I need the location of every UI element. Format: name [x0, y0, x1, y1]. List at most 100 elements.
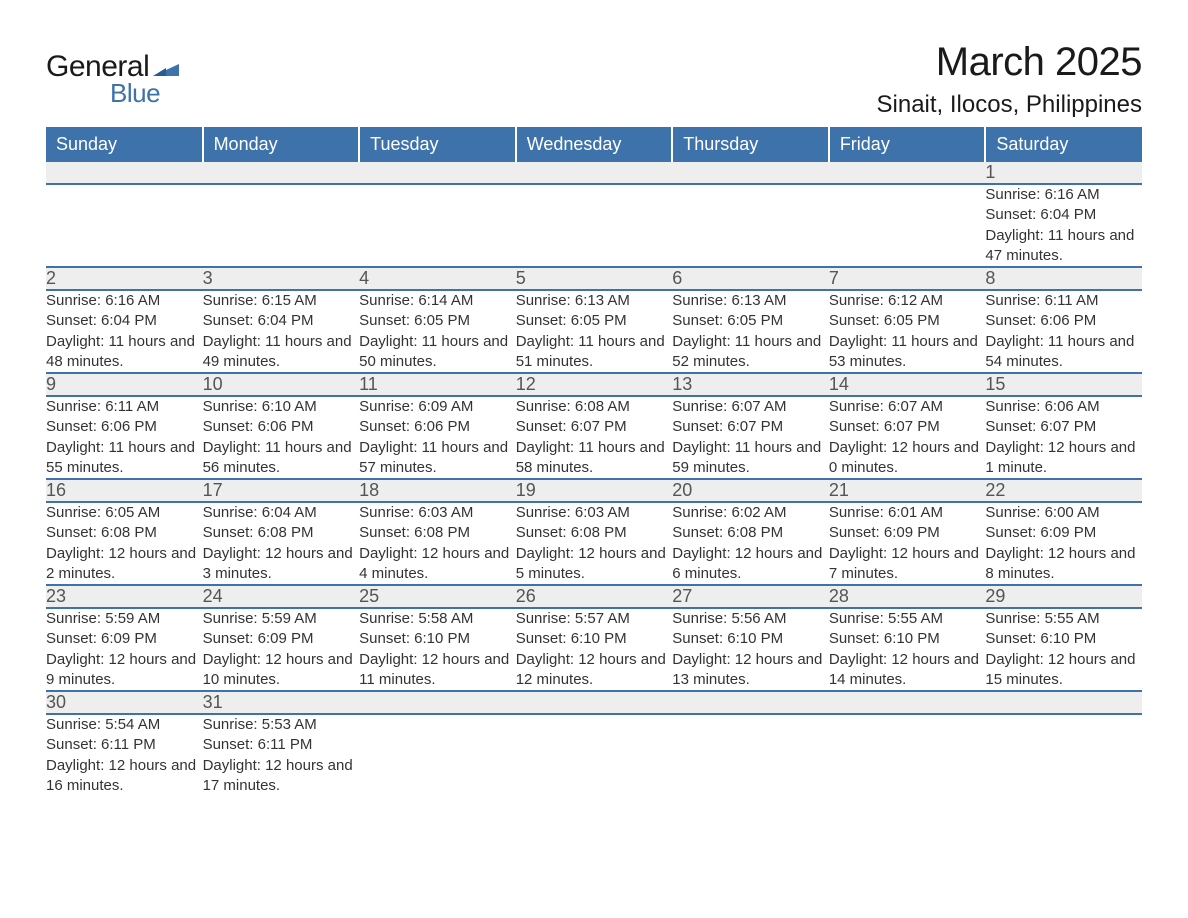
sunset-text: Sunset: 6:09 PM: [203, 629, 360, 649]
day-number-cell: [672, 162, 829, 184]
day-detail-cell: [829, 184, 986, 267]
sunset-text: Sunset: 6:04 PM: [46, 311, 203, 331]
sunrise-text: Sunrise: 5:56 AM: [672, 609, 829, 629]
day-detail-cell: Sunrise: 5:58 AMSunset: 6:10 PMDaylight:…: [359, 608, 516, 691]
daylight-text: Daylight: 12 hours and 3 minutes.: [203, 544, 360, 585]
sunrise-text: Sunrise: 6:04 AM: [203, 503, 360, 523]
sunset-text: Sunset: 6:05 PM: [672, 311, 829, 331]
day-detail-cell: Sunrise: 5:56 AMSunset: 6:10 PMDaylight:…: [672, 608, 829, 691]
sunset-text: Sunset: 6:10 PM: [359, 629, 516, 649]
day-detail-cell: Sunrise: 6:03 AMSunset: 6:08 PMDaylight:…: [516, 502, 673, 585]
daylight-text: Daylight: 11 hours and 53 minutes.: [829, 332, 986, 373]
sunrise-text: Sunrise: 6:11 AM: [46, 397, 203, 417]
daylight-text: Daylight: 12 hours and 16 minutes.: [46, 756, 203, 797]
sunrise-text: Sunrise: 6:15 AM: [203, 291, 360, 311]
sunrise-text: Sunrise: 5:54 AM: [46, 715, 203, 735]
day-detail-cell: Sunrise: 6:09 AMSunset: 6:06 PMDaylight:…: [359, 396, 516, 479]
daylight-text: Daylight: 12 hours and 7 minutes.: [829, 544, 986, 585]
day-detail-cell: Sunrise: 6:15 AMSunset: 6:04 PMDaylight:…: [203, 290, 360, 373]
day-detail-cell: Sunrise: 6:10 AMSunset: 6:06 PMDaylight:…: [203, 396, 360, 479]
sunrise-text: Sunrise: 6:07 AM: [829, 397, 986, 417]
day-number-cell: 4: [359, 267, 516, 290]
sunrise-text: Sunrise: 5:59 AM: [203, 609, 360, 629]
sunset-text: Sunset: 6:08 PM: [359, 523, 516, 543]
day-detail-cell: [516, 714, 673, 796]
day-number-cell: 31: [203, 691, 360, 714]
sunset-text: Sunset: 6:08 PM: [672, 523, 829, 543]
day-detail-cell: Sunrise: 6:12 AMSunset: 6:05 PMDaylight:…: [829, 290, 986, 373]
sunrise-text: Sunrise: 6:12 AM: [829, 291, 986, 311]
daylight-text: Daylight: 11 hours and 50 minutes.: [359, 332, 516, 373]
sunset-text: Sunset: 6:06 PM: [46, 417, 203, 437]
sunset-text: Sunset: 6:07 PM: [516, 417, 673, 437]
daylight-text: Daylight: 12 hours and 6 minutes.: [672, 544, 829, 585]
sunrise-text: Sunrise: 6:07 AM: [672, 397, 829, 417]
sunset-text: Sunset: 6:10 PM: [516, 629, 673, 649]
daylight-text: Daylight: 12 hours and 4 minutes.: [359, 544, 516, 585]
day-number-cell: 1: [985, 162, 1142, 184]
daylight-text: Daylight: 12 hours and 1 minute.: [985, 438, 1142, 479]
sunset-text: Sunset: 6:10 PM: [829, 629, 986, 649]
weekday-header: Thursday: [672, 127, 829, 162]
day-detail-cell: [46, 184, 203, 267]
sunset-text: Sunset: 6:08 PM: [203, 523, 360, 543]
day-detail-cell: [359, 714, 516, 796]
daylight-text: Daylight: 11 hours and 58 minutes.: [516, 438, 673, 479]
sunrise-text: Sunrise: 5:57 AM: [516, 609, 673, 629]
daylight-text: Daylight: 12 hours and 0 minutes.: [829, 438, 986, 479]
sunset-text: Sunset: 6:09 PM: [985, 523, 1142, 543]
day-detail-cell: Sunrise: 5:59 AMSunset: 6:09 PMDaylight:…: [46, 608, 203, 691]
day-detail-cell: Sunrise: 6:03 AMSunset: 6:08 PMDaylight:…: [359, 502, 516, 585]
day-detail-cell: [359, 184, 516, 267]
weekday-header: Monday: [203, 127, 360, 162]
daylight-text: Daylight: 11 hours and 54 minutes.: [985, 332, 1142, 373]
sunrise-text: Sunrise: 6:06 AM: [985, 397, 1142, 417]
brand-name-2: Blue: [110, 78, 179, 109]
sunset-text: Sunset: 6:07 PM: [985, 417, 1142, 437]
day-number-cell: 23: [46, 585, 203, 608]
day-detail-cell: Sunrise: 6:11 AMSunset: 6:06 PMDaylight:…: [46, 396, 203, 479]
sunrise-text: Sunrise: 6:02 AM: [672, 503, 829, 523]
day-number-cell: 3: [203, 267, 360, 290]
sunset-text: Sunset: 6:06 PM: [203, 417, 360, 437]
day-number-cell: 14: [829, 373, 986, 396]
daylight-text: Daylight: 12 hours and 14 minutes.: [829, 650, 986, 691]
day-number-cell: 6: [672, 267, 829, 290]
sunrise-text: Sunrise: 6:00 AM: [985, 503, 1142, 523]
calendar-table: SundayMondayTuesdayWednesdayThursdayFrid…: [46, 127, 1142, 796]
sunrise-text: Sunrise: 6:03 AM: [516, 503, 673, 523]
daylight-text: Daylight: 11 hours and 52 minutes.: [672, 332, 829, 373]
brand-logo: General Blue: [46, 40, 179, 109]
sunset-text: Sunset: 6:09 PM: [829, 523, 986, 543]
day-number-cell: 11: [359, 373, 516, 396]
daylight-text: Daylight: 11 hours and 47 minutes.: [985, 226, 1142, 267]
day-number-cell: 7: [829, 267, 986, 290]
day-number-cell: 8: [985, 267, 1142, 290]
day-number-cell: 5: [516, 267, 673, 290]
sunrise-text: Sunrise: 6:05 AM: [46, 503, 203, 523]
day-number-cell: [672, 691, 829, 714]
sunrise-text: Sunrise: 5:55 AM: [985, 609, 1142, 629]
day-detail-cell: Sunrise: 6:07 AMSunset: 6:07 PMDaylight:…: [672, 396, 829, 479]
sunrise-text: Sunrise: 5:55 AM: [829, 609, 986, 629]
day-detail-cell: Sunrise: 6:07 AMSunset: 6:07 PMDaylight:…: [829, 396, 986, 479]
day-number-cell: 9: [46, 373, 203, 396]
flag-icon: [153, 58, 179, 76]
daylight-text: Daylight: 12 hours and 17 minutes.: [203, 756, 360, 797]
day-number-cell: 18: [359, 479, 516, 502]
day-detail-cell: Sunrise: 6:01 AMSunset: 6:09 PMDaylight:…: [829, 502, 986, 585]
day-detail-cell: [672, 714, 829, 796]
sunrise-text: Sunrise: 5:53 AM: [203, 715, 360, 735]
weekday-header: Friday: [829, 127, 986, 162]
daylight-text: Daylight: 11 hours and 59 minutes.: [672, 438, 829, 479]
daylight-text: Daylight: 12 hours and 10 minutes.: [203, 650, 360, 691]
sunset-text: Sunset: 6:11 PM: [203, 735, 360, 755]
day-detail-cell: Sunrise: 5:53 AMSunset: 6:11 PMDaylight:…: [203, 714, 360, 796]
day-detail-cell: [203, 184, 360, 267]
daylight-text: Daylight: 11 hours and 56 minutes.: [203, 438, 360, 479]
day-number-cell: 16: [46, 479, 203, 502]
day-number-cell: [46, 162, 203, 184]
day-detail-cell: Sunrise: 6:06 AMSunset: 6:07 PMDaylight:…: [985, 396, 1142, 479]
day-detail-cell: Sunrise: 6:05 AMSunset: 6:08 PMDaylight:…: [46, 502, 203, 585]
day-number-cell: 15: [985, 373, 1142, 396]
